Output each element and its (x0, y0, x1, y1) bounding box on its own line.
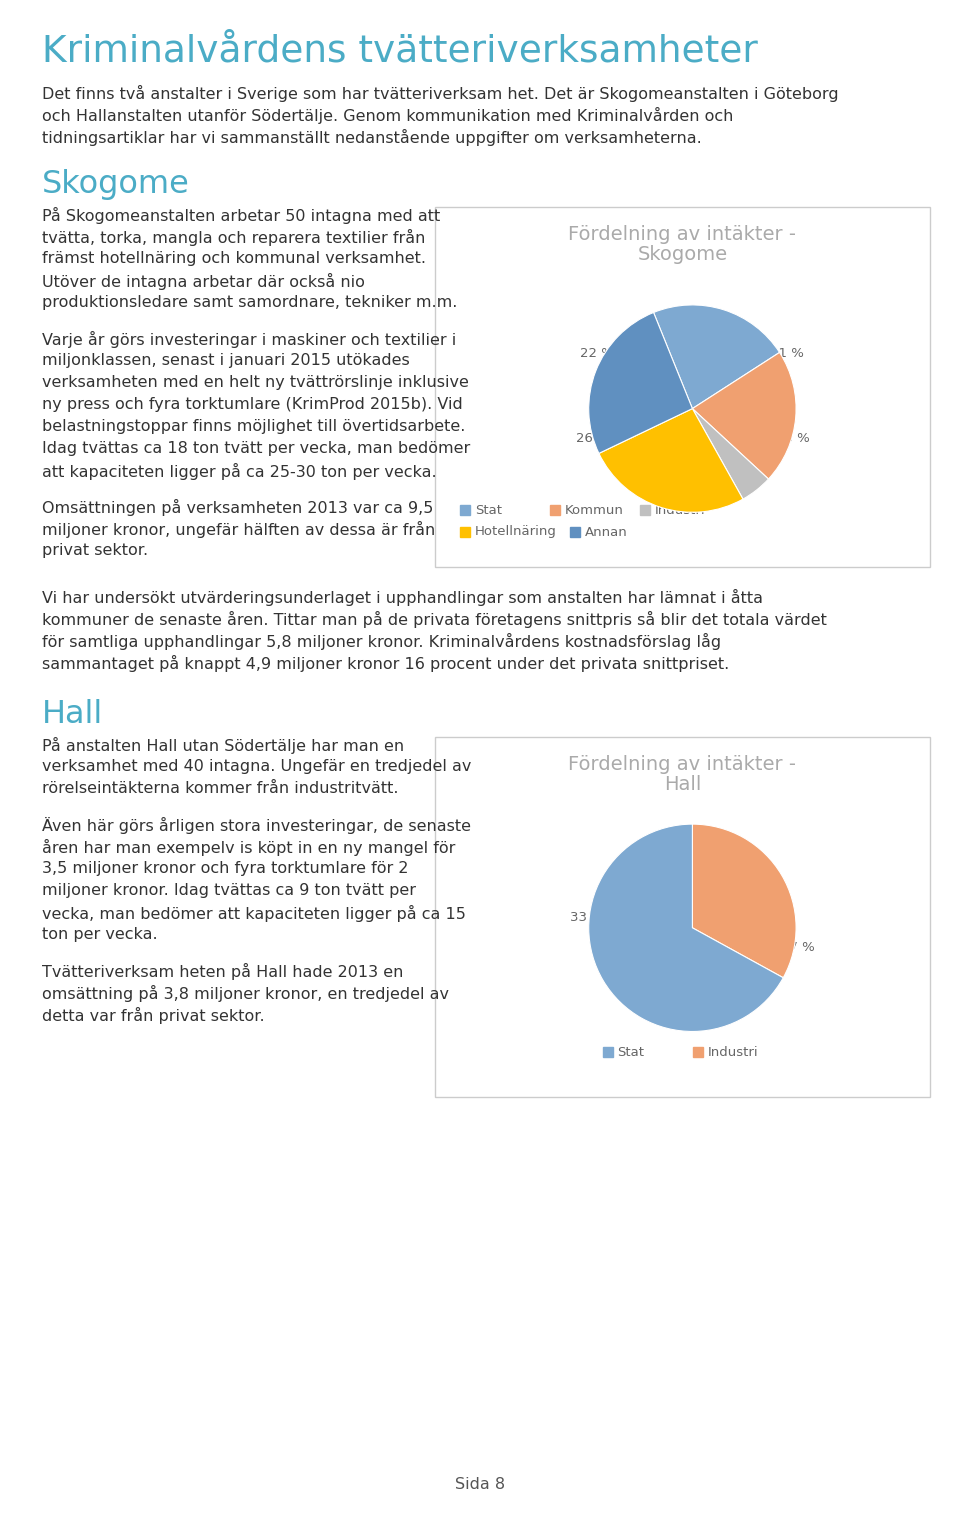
Bar (550, 504, 560, 515)
Text: Kommun: Kommun (565, 503, 624, 517)
Text: tidningsartiklar har vi sammanställt nedanstående uppgifter om verksamheterna.: tidningsartiklar har vi sammanställt ned… (42, 129, 702, 145)
Text: att kapaciteten ligger på ca 25-30 ton per vecka.: att kapaciteten ligger på ca 25-30 ton p… (42, 464, 437, 480)
Bar (640, 504, 650, 515)
Text: På anstalten Hall utan Södertälje har man en: På anstalten Hall utan Södertälje har ma… (42, 736, 404, 754)
Text: belastningstoppar finns möjlighet till övertidsarbete.: belastningstoppar finns möjlighet till ö… (42, 420, 466, 433)
Bar (460, 527, 470, 536)
Wedge shape (692, 409, 768, 498)
Wedge shape (588, 824, 783, 1032)
Text: Hotellnäring: Hotellnäring (475, 526, 557, 538)
Text: vecka, man bedömer att kapaciteten ligger på ca 15: vecka, man bedömer att kapaciteten ligge… (42, 904, 466, 923)
Wedge shape (654, 305, 780, 409)
Text: omsättning på 3,8 miljoner kronor, en tredjedel av: omsättning på 3,8 miljoner kronor, en tr… (42, 985, 449, 1001)
Text: verksamhet med 40 intagna. Ungefär en tredjedel av: verksamhet med 40 intagna. Ungefär en tr… (42, 759, 471, 774)
Text: Idag tvättas ca 18 ton tvätt per vecka, man bedömer: Idag tvättas ca 18 ton tvätt per vecka, … (42, 441, 470, 456)
Text: ny press och fyra torktumlare (KrimProd 2015b). Vid: ny press och fyra torktumlare (KrimProd … (42, 397, 463, 412)
Text: Skogome: Skogome (42, 170, 190, 200)
Text: 26 %: 26 % (776, 432, 809, 445)
Text: 26 %: 26 % (576, 432, 610, 445)
Bar (460, 504, 470, 515)
Wedge shape (692, 824, 796, 977)
Text: verksamheten med en helt ny tvättrörslinje inklusive: verksamheten med en helt ny tvättrörslin… (42, 376, 468, 389)
Text: Vi har undersökt utvärderingsunderlaget i upphandlingar som anstalten har lämnat: Vi har undersökt utvärderingsunderlaget … (42, 589, 763, 606)
Wedge shape (588, 312, 692, 453)
Bar (570, 527, 580, 536)
Text: Industri: Industri (655, 503, 706, 517)
Text: sammantaget på knappt 4,9 miljoner kronor 16 procent under det privata snittpris: sammantaget på knappt 4,9 miljoner krono… (42, 654, 730, 673)
Text: 21 %: 21 % (771, 347, 804, 361)
Text: Industri: Industri (708, 1045, 758, 1059)
Text: 5 %: 5 % (680, 501, 705, 515)
Text: 67 %: 67 % (780, 941, 814, 954)
Text: åren har man exempelv is köpt in en ny mangel för: åren har man exempelv is köpt in en ny m… (42, 839, 455, 856)
Text: detta var från privat sektor.: detta var från privat sektor. (42, 1007, 265, 1024)
Text: Sida 8: Sida 8 (455, 1477, 505, 1492)
Text: 22 %: 22 % (581, 347, 614, 361)
Text: Varje år görs investeringar i maskiner och textilier i: Varje år görs investeringar i maskiner o… (42, 330, 456, 348)
Text: och Hallanstalten utanför Södertälje. Genom kommunikation med Kriminalvården och: och Hallanstalten utanför Södertälje. Ge… (42, 108, 733, 124)
Text: Hall: Hall (42, 698, 104, 730)
Text: Det finns två anstalter i Sverige som har tvätteriverksam het. Det är Skogomeans: Det finns två anstalter i Sverige som ha… (42, 85, 839, 102)
Text: miljoner kronor. Idag tvättas ca 9 ton tvätt per: miljoner kronor. Idag tvättas ca 9 ton t… (42, 883, 416, 898)
Text: Fördelning av intäkter -: Fördelning av intäkter - (568, 754, 797, 774)
FancyBboxPatch shape (435, 208, 930, 567)
Bar (603, 1047, 612, 1057)
Text: Även här görs årligen stora investeringar, de senaste: Även här görs årligen stora investeringa… (42, 817, 471, 835)
Text: privat sektor.: privat sektor. (42, 542, 148, 558)
Text: Skogome: Skogome (637, 245, 728, 264)
Text: kommuner de senaste åren. Tittar man på de privata företagens snittpris så blir : kommuner de senaste åren. Tittar man på … (42, 611, 827, 629)
Text: Kriminalvårdens tvätteriverksamheter: Kriminalvårdens tvätteriverksamheter (42, 33, 757, 70)
Text: Hall: Hall (663, 776, 701, 794)
Text: Annan: Annan (585, 526, 628, 538)
Text: produktionsledare samt samordnare, tekniker m.m.: produktionsledare samt samordnare, tekni… (42, 295, 457, 311)
Text: Utöver de intagna arbetar där också nio: Utöver de intagna arbetar där också nio (42, 273, 365, 289)
Text: 3,5 miljoner kronor och fyra torktumlare för 2: 3,5 miljoner kronor och fyra torktumlare… (42, 861, 409, 876)
Text: miljoner kronor, ungefär hälften av dessa är från: miljoner kronor, ungefär hälften av dess… (42, 521, 435, 538)
Text: rörelseintäkterna kommer från industritvätt.: rörelseintäkterna kommer från industritv… (42, 782, 398, 795)
Text: På Skogomeanstalten arbetar 50 intagna med att: På Skogomeanstalten arbetar 50 intagna m… (42, 208, 441, 224)
Bar (692, 1047, 703, 1057)
Text: Stat: Stat (475, 503, 502, 517)
Text: tvätta, torka, mangla och reparera textilier från: tvätta, torka, mangla och reparera texti… (42, 229, 425, 245)
Wedge shape (599, 409, 743, 512)
Text: Tvätteriverksam heten på Hall hade 2013 en: Tvätteriverksam heten på Hall hade 2013 … (42, 964, 403, 980)
Text: miljonklassen, senast i januari 2015 utökades: miljonklassen, senast i januari 2015 utö… (42, 353, 410, 368)
Text: Fördelning av intäkter -: Fördelning av intäkter - (568, 226, 797, 244)
FancyBboxPatch shape (435, 736, 930, 1097)
Text: 33 %: 33 % (570, 912, 605, 924)
Text: Omsättningen på verksamheten 2013 var ca 9,5: Omsättningen på verksamheten 2013 var ca… (42, 498, 433, 517)
Text: främst hotellnäring och kommunal verksamhet.: främst hotellnäring och kommunal verksam… (42, 251, 426, 267)
Text: Stat: Stat (617, 1045, 644, 1059)
Wedge shape (692, 353, 796, 479)
Text: för samtliga upphandlingar 5,8 miljoner kronor. Kriminalvårdens kostnadsförslag : för samtliga upphandlingar 5,8 miljoner … (42, 633, 721, 650)
Text: ton per vecka.: ton per vecka. (42, 927, 157, 942)
